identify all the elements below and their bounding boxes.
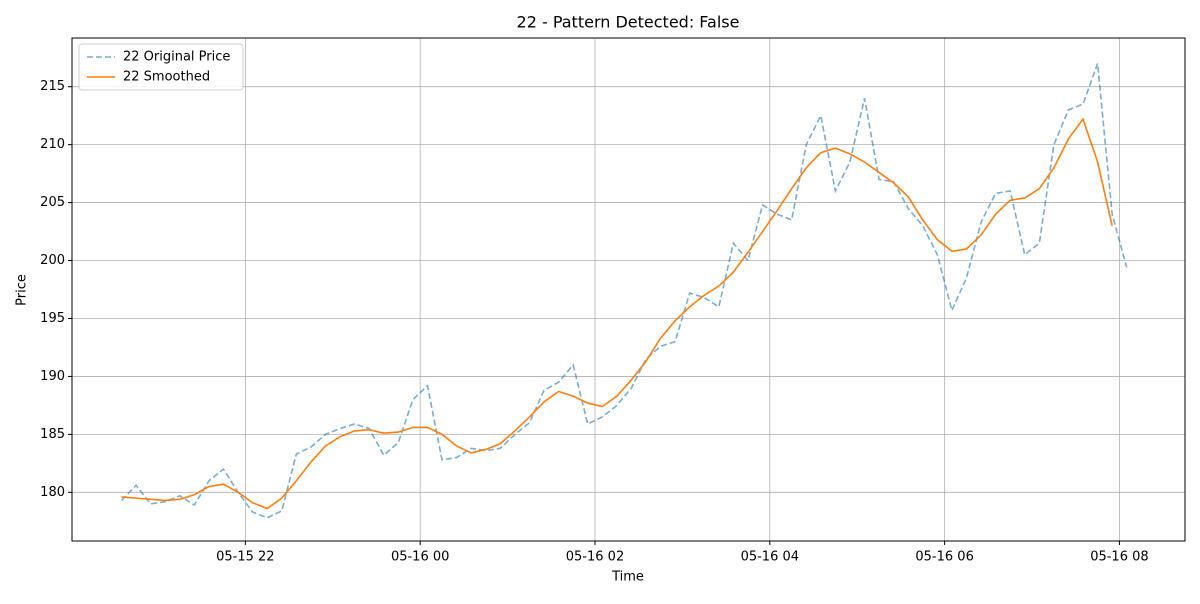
y-axis-label: Price bbox=[15, 274, 30, 306]
plot-frame bbox=[71, 37, 1186, 542]
x-tick-label: 05-16 02 bbox=[566, 550, 624, 565]
x-tick-label: 05-16 04 bbox=[741, 550, 799, 565]
x-axis-label: Time bbox=[611, 570, 644, 585]
y-tick-label: 200 bbox=[40, 253, 65, 268]
y-tick-label: 205 bbox=[40, 195, 65, 210]
x-tick-label: 05-15 22 bbox=[216, 550, 274, 565]
y-tick-label: 210 bbox=[40, 137, 65, 152]
y-tick-label: 190 bbox=[40, 369, 65, 384]
y-tick-label: 195 bbox=[40, 311, 65, 326]
legend: 22 Original Price 22 Smoothed bbox=[78, 43, 244, 91]
legend-label: 22 Smoothed bbox=[123, 70, 210, 85]
x-tick-label: 05-16 00 bbox=[391, 550, 449, 565]
series-line bbox=[120, 63, 1128, 519]
x-tick-label: 05-16 06 bbox=[915, 550, 973, 565]
x-tick-label: 05-16 08 bbox=[1090, 550, 1148, 565]
legend-box bbox=[78, 43, 244, 91]
chart-title: 22 - Pattern Detected: False bbox=[517, 13, 740, 32]
y-tick-label: 185 bbox=[40, 427, 65, 442]
y-tick-label: 215 bbox=[40, 79, 65, 94]
legend-label: 22 Original Price bbox=[123, 50, 230, 65]
y-tick-label: 180 bbox=[40, 485, 65, 500]
series-line bbox=[121, 117, 1113, 510]
